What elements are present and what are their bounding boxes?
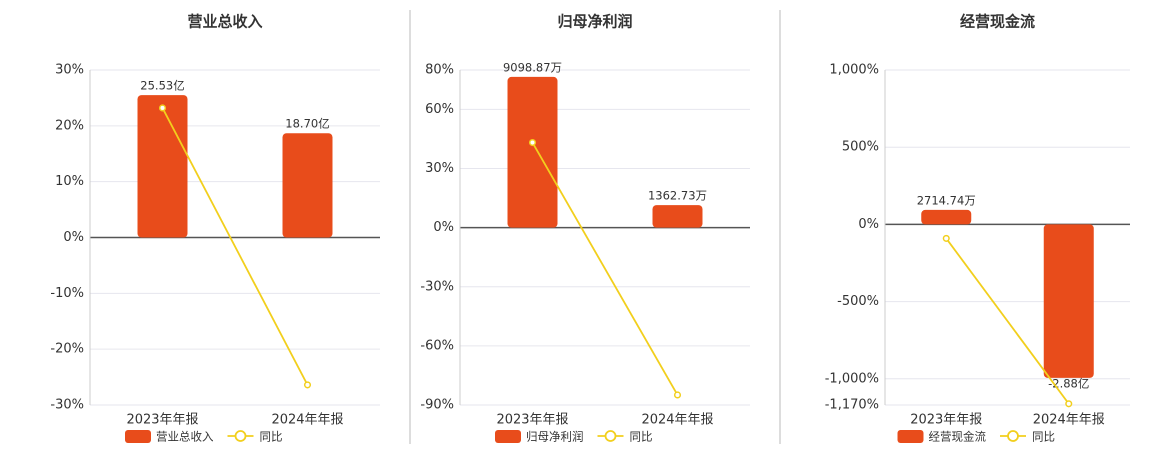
- x-tick-label: 2023年年报: [126, 413, 198, 428]
- legend-swatch: [1007, 430, 1019, 442]
- legend-swatch: [495, 430, 521, 443]
- y-tick-label: -500%: [837, 294, 879, 309]
- y-tick-label: 10%: [55, 174, 84, 189]
- yoy-point: [673, 391, 682, 399]
- y-tick-label: 0%: [433, 220, 454, 235]
- y-tick-label: 500%: [842, 140, 879, 155]
- yoy-line: [531, 142, 679, 396]
- chart-title: 营业总收入: [187, 13, 262, 31]
- legend-label: 营业总收入: [156, 430, 214, 444]
- legend-swatch: [125, 430, 151, 443]
- yoy-point: [1065, 400, 1073, 408]
- y-tick-label: 1,000%: [829, 63, 879, 78]
- y-tick-label: -60%: [420, 338, 454, 353]
- bar: [507, 76, 558, 228]
- yoy-line: [161, 107, 309, 386]
- yoy-point: [303, 381, 312, 389]
- y-tick-label: -20%: [50, 342, 84, 357]
- data-label: 18.70亿: [285, 117, 329, 131]
- data-label: -2.88亿: [1048, 376, 1089, 390]
- legend-label: 经营现金流: [929, 430, 987, 444]
- y-tick-label: 0%: [858, 217, 879, 232]
- y-tick-label: -30%: [420, 279, 454, 294]
- data-label: 9098.87万: [503, 60, 562, 74]
- x-tick-label: 2024年年报: [271, 413, 343, 428]
- legend-swatch: [234, 430, 247, 442]
- y-tick-label: -30%: [50, 398, 84, 413]
- y-tick-label: 30%: [425, 161, 454, 176]
- y-tick-label: 60%: [425, 102, 454, 117]
- bar: [137, 95, 188, 238]
- data-label: 25.53亿: [140, 79, 184, 93]
- legend-swatch: [604, 430, 617, 442]
- x-tick-label: 2023年年报: [496, 413, 568, 428]
- y-tick-label: 30%: [55, 63, 84, 78]
- legend-label: 同比: [630, 430, 653, 444]
- bar: [652, 205, 703, 228]
- legend-swatch: [897, 430, 924, 443]
- data-label: 1362.73万: [648, 189, 707, 203]
- y-tick-label: 0%: [63, 230, 84, 245]
- y-tick-label: -1,170%: [825, 398, 879, 413]
- y-tick-label: -10%: [50, 286, 84, 301]
- bar: [921, 209, 972, 225]
- chart-title: 归母净利润: [557, 13, 632, 31]
- x-tick-label: 2023年年报: [910, 413, 982, 428]
- yoy-point: [528, 138, 537, 147]
- y-tick-label: -1,000%: [825, 371, 879, 386]
- chart-title: 经营现金流: [960, 13, 1035, 31]
- x-tick-label: 2024年年报: [1033, 413, 1105, 428]
- yoy-point: [942, 234, 950, 242]
- bar: [282, 133, 333, 238]
- x-tick-label: 2024年年报: [641, 413, 713, 428]
- bar: [1043, 224, 1094, 378]
- data-label: 2714.74万: [917, 193, 976, 207]
- y-tick-label: -90%: [420, 398, 454, 413]
- y-tick-label: 80%: [425, 63, 454, 78]
- yoy-point: [158, 104, 167, 112]
- legend-label: 同比: [1032, 430, 1055, 444]
- legend-label: 归母净利润: [526, 430, 584, 444]
- legend-label: 同比: [260, 430, 283, 444]
- yoy-line: [945, 237, 1070, 405]
- y-tick-label: 20%: [55, 118, 84, 133]
